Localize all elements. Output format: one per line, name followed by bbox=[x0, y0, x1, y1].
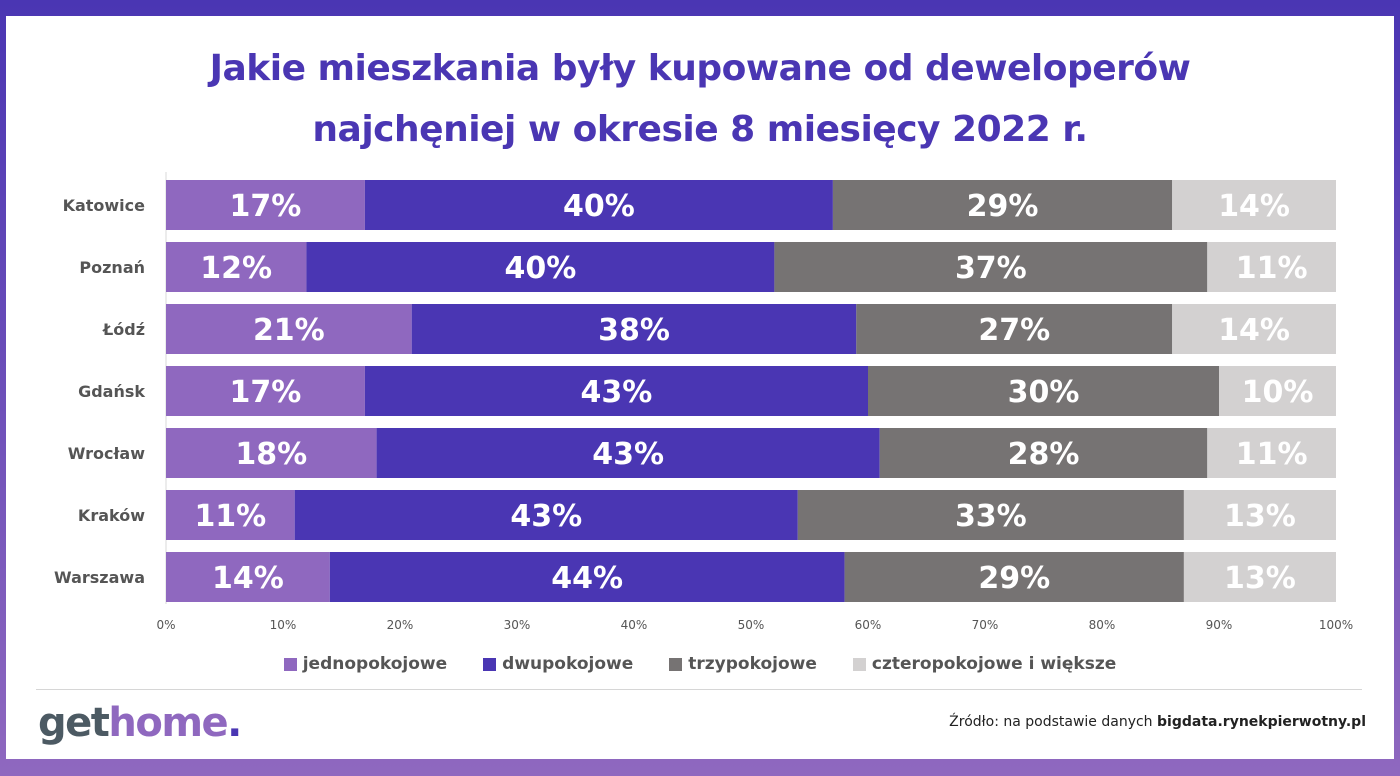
data-label: 43% bbox=[592, 437, 664, 472]
legend-label: dwupokojowe bbox=[502, 654, 634, 674]
data-label: 12% bbox=[200, 251, 272, 286]
bar-segment bbox=[166, 366, 365, 416]
bar-segment bbox=[166, 552, 330, 602]
bar-segment bbox=[1172, 180, 1336, 230]
data-label: 17% bbox=[230, 189, 302, 224]
bar-segment bbox=[329, 552, 845, 602]
data-label: 37% bbox=[955, 251, 1027, 286]
chart-title: Jakie mieszkania były kupowane od dewelo… bbox=[0, 38, 1400, 160]
data-label: 29% bbox=[978, 561, 1050, 596]
legend-label: trzypokojowe bbox=[688, 654, 817, 674]
bar-segment bbox=[1219, 366, 1336, 416]
bar-segment bbox=[294, 490, 798, 540]
data-label: 14% bbox=[1218, 313, 1290, 348]
data-label: 28% bbox=[1008, 437, 1080, 472]
data-label: 29% bbox=[967, 189, 1039, 224]
bar-segment bbox=[832, 180, 1173, 230]
x-tick-label: 20% bbox=[387, 618, 414, 632]
category-label: Poznań bbox=[79, 258, 145, 277]
data-label: 13% bbox=[1224, 561, 1296, 596]
category-label: Łódź bbox=[102, 320, 145, 339]
data-label: 10% bbox=[1242, 375, 1314, 410]
bar-segment bbox=[1183, 490, 1336, 540]
legend-item: jednopokojowe bbox=[283, 654, 448, 674]
divider bbox=[36, 689, 1362, 690]
bar-segment bbox=[856, 304, 1173, 354]
bar-segment bbox=[166, 428, 377, 478]
legend-swatch bbox=[483, 657, 497, 671]
bar-segment bbox=[1207, 428, 1336, 478]
bar-segment bbox=[166, 304, 412, 354]
x-tick-label: 60% bbox=[855, 618, 882, 632]
bar-segment bbox=[774, 242, 1208, 292]
data-label: 11% bbox=[1236, 251, 1308, 286]
bar-segment bbox=[844, 552, 1184, 602]
bar-segment bbox=[868, 366, 1219, 416]
data-label: 27% bbox=[978, 313, 1050, 348]
x-tick-label: 100% bbox=[1319, 618, 1353, 632]
legend-swatch bbox=[852, 657, 866, 671]
bar-segment bbox=[1172, 304, 1336, 354]
x-tick-label: 90% bbox=[1206, 618, 1233, 632]
source-prefix: Źródło: na podstawie danych bbox=[949, 714, 1158, 730]
category-label: Kraków bbox=[78, 506, 145, 525]
category-label: Katowice bbox=[63, 196, 146, 215]
bar-segment bbox=[1183, 552, 1336, 602]
title-line-1: Jakie mieszkania były kupowane od dewelo… bbox=[209, 48, 1191, 89]
x-tick-label: 0% bbox=[156, 618, 175, 632]
data-label: 14% bbox=[1218, 189, 1290, 224]
bar-segment bbox=[306, 242, 775, 292]
source-link: bigdata.rynekpierwotny.pl bbox=[1157, 714, 1366, 730]
bar-segment bbox=[879, 428, 1208, 478]
data-label: 40% bbox=[563, 189, 635, 224]
category-label: Wrocław bbox=[68, 444, 145, 463]
legend-label: czteropokojowe i większe bbox=[871, 654, 1117, 674]
bar-segment bbox=[411, 304, 857, 354]
x-tick-label: 80% bbox=[1089, 618, 1116, 632]
legend: jednopokojowe dwupokojowe trzypokojowe czte… bbox=[0, 654, 1400, 674]
legend-item: trzypokojowe bbox=[669, 654, 817, 674]
data-label: 33% bbox=[955, 499, 1027, 534]
source-note: Źródło: na podstawie danych bigdata.ryne… bbox=[949, 714, 1366, 730]
x-tick-label: 70% bbox=[972, 618, 999, 632]
data-label: 40% bbox=[504, 251, 576, 286]
x-tick-label: 40% bbox=[621, 618, 648, 632]
data-label: 30% bbox=[1008, 375, 1080, 410]
data-label: 11% bbox=[194, 499, 266, 534]
bar-segment bbox=[364, 180, 833, 230]
bar-segment bbox=[166, 180, 365, 230]
category-label: Gdańsk bbox=[78, 382, 145, 401]
data-label: 44% bbox=[551, 561, 623, 596]
bar-segment bbox=[364, 366, 868, 416]
gethome-logo: gethome. bbox=[38, 700, 242, 746]
x-tick-label: 10% bbox=[270, 618, 297, 632]
x-tick-label: 50% bbox=[738, 618, 765, 632]
data-label: 11% bbox=[1236, 437, 1308, 472]
data-label: 38% bbox=[598, 313, 670, 348]
data-label: 13% bbox=[1224, 499, 1296, 534]
bar-segment bbox=[166, 242, 307, 292]
data-label: 14% bbox=[212, 561, 284, 596]
title-line-2: najchęniej w okresie 8 miesięcy 2022 r. bbox=[312, 109, 1088, 150]
legend-label: jednopokojowe bbox=[302, 654, 448, 674]
legend-swatch bbox=[669, 657, 683, 671]
legend-swatch bbox=[283, 657, 297, 671]
category-label: Warszawa bbox=[54, 568, 145, 587]
data-label: 43% bbox=[510, 499, 582, 534]
data-label: 18% bbox=[235, 437, 307, 472]
data-label: 43% bbox=[581, 375, 653, 410]
legend-item: czteropokojowe i większe bbox=[852, 654, 1117, 674]
bar-segment bbox=[1207, 242, 1336, 292]
legend-item: dwupokojowe bbox=[483, 654, 633, 674]
data-label: 17% bbox=[230, 375, 302, 410]
x-tick-label: 30% bbox=[504, 618, 531, 632]
bar-segment bbox=[797, 490, 1184, 540]
bar-segment bbox=[376, 428, 880, 478]
data-label: 21% bbox=[253, 313, 325, 348]
bar-segment bbox=[166, 490, 295, 540]
